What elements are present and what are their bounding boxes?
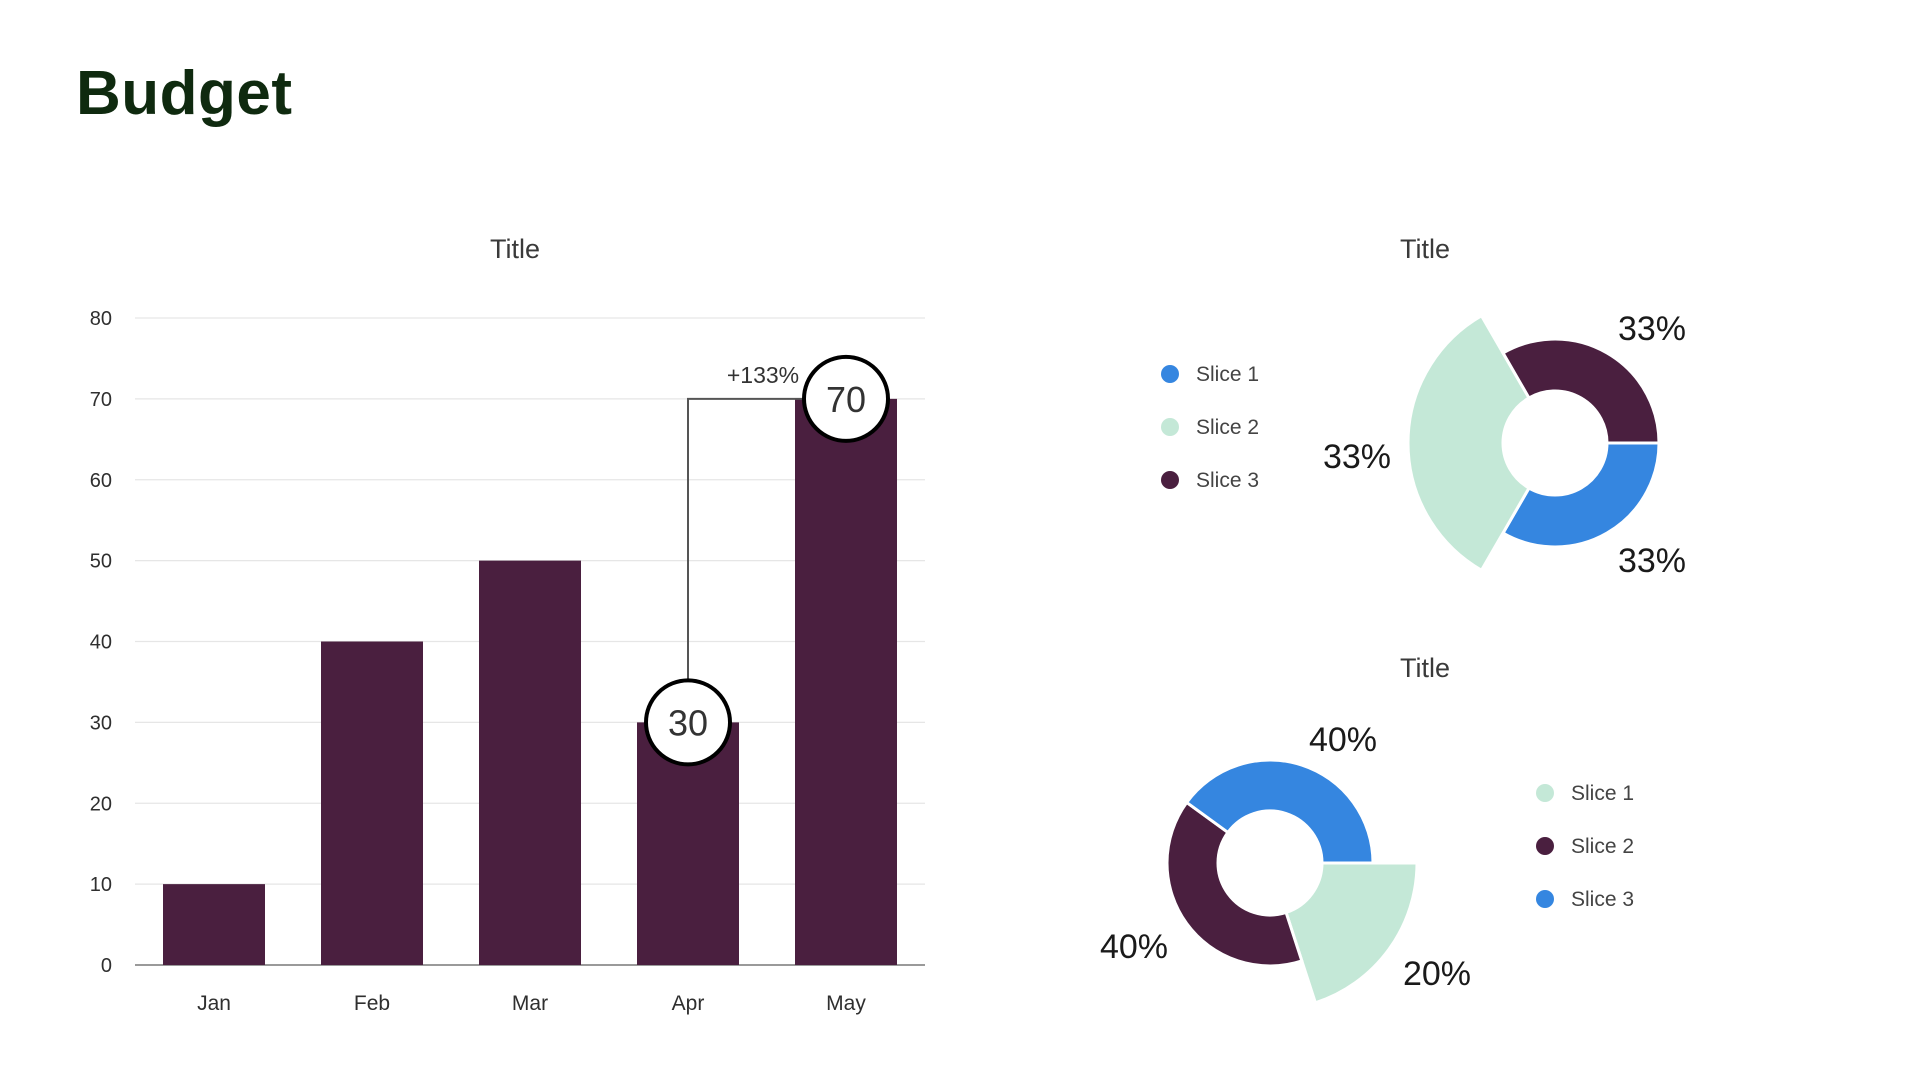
donut-slice-1 xyxy=(1500,441,1661,549)
bar-annotations: +133% 30 70 xyxy=(644,354,890,767)
legend-label: Slice 3 xyxy=(1196,469,1259,492)
bar-y-tick-labels: 0 10 20 30 40 50 60 70 80 xyxy=(90,308,112,977)
donut-slice-1 xyxy=(1284,861,1419,1005)
bar-jan xyxy=(163,884,265,965)
y-tick-label: 30 xyxy=(90,712,112,734)
y-tick-label: 20 xyxy=(90,793,112,815)
donut-chart-2-value-labels: 20% 40% 40% xyxy=(1100,721,1471,993)
y-tick-label: 0 xyxy=(101,955,112,977)
y-tick-label: 80 xyxy=(90,308,112,330)
donut-chart-2-legend: Slice 1 Slice 2 Slice 3 xyxy=(1536,782,1634,911)
legend-label: Slice 3 xyxy=(1571,888,1634,911)
x-tick-label: Mar xyxy=(512,992,548,1015)
slice-value-label: 33% xyxy=(1618,310,1686,348)
donut-chart-1-legend: Slice 1 Slice 2 Slice 3 xyxy=(1161,363,1259,492)
legend-swatch xyxy=(1536,784,1554,802)
legend-swatch xyxy=(1161,365,1179,383)
legend-label: Slice 1 xyxy=(1196,363,1259,386)
donut-slice-2 xyxy=(1406,313,1532,573)
legend-swatch xyxy=(1161,471,1179,489)
bar-chart-title: Title xyxy=(490,234,540,264)
donut-slice-3 xyxy=(1184,758,1375,865)
donut-chart-1-slices xyxy=(1406,313,1661,573)
change-connector xyxy=(687,397,846,723)
y-tick-label: 40 xyxy=(90,632,112,654)
legend-swatch xyxy=(1161,418,1179,436)
legend-label: Slice 2 xyxy=(1571,835,1634,858)
callout-from-label: 30 xyxy=(668,702,708,743)
slice-value-label: 33% xyxy=(1618,542,1686,580)
donut-chart-2-slices xyxy=(1165,758,1419,1005)
slice-value-label: 33% xyxy=(1323,438,1391,476)
donut-chart-1-title: Title xyxy=(1400,234,1450,264)
callout-to-circle xyxy=(802,354,890,443)
donut-slice-2 xyxy=(1165,800,1304,968)
donut-chart-1-value-labels: 33% 33% 33% xyxy=(1323,310,1686,580)
slice-value-label: 20% xyxy=(1403,955,1471,993)
donut-slice-3 xyxy=(1500,337,1661,445)
bar-x-tick-labels: Jan Feb Mar Apr May xyxy=(197,992,866,1015)
bar-series xyxy=(163,398,897,965)
slice-value-label: 40% xyxy=(1100,928,1168,966)
callout-from-circle xyxy=(644,678,732,767)
bar-mar xyxy=(479,560,581,965)
donut-chart-2-title: Title xyxy=(1400,653,1450,683)
legend-swatch xyxy=(1536,837,1554,855)
x-tick-label: Jan xyxy=(197,992,231,1015)
y-tick-label: 70 xyxy=(90,389,112,411)
x-tick-label: Feb xyxy=(354,992,390,1015)
donut-chart-2: Title Slice 1 Slice 2 Slice 3 20% 40% 40% xyxy=(1100,653,1634,1005)
y-tick-label: 60 xyxy=(90,470,112,492)
bar-may xyxy=(795,398,897,965)
x-tick-label: Apr xyxy=(672,992,705,1015)
donut-chart-1: Title Slice 1 Slice 2 Slice 3 33% 33% 33% xyxy=(1161,234,1686,580)
callout-to-label: 70 xyxy=(826,379,866,420)
legend-label: Slice 2 xyxy=(1196,416,1259,439)
x-tick-label: May xyxy=(826,992,866,1015)
legend-swatch xyxy=(1536,890,1554,908)
slice-value-label: 40% xyxy=(1309,721,1377,759)
y-tick-label: 10 xyxy=(90,874,112,896)
y-tick-label: 50 xyxy=(90,551,112,573)
page-title: Budget xyxy=(76,59,293,128)
change-label: +133% xyxy=(727,362,799,388)
bar-feb xyxy=(321,641,423,965)
legend-label: Slice 1 xyxy=(1571,782,1634,805)
